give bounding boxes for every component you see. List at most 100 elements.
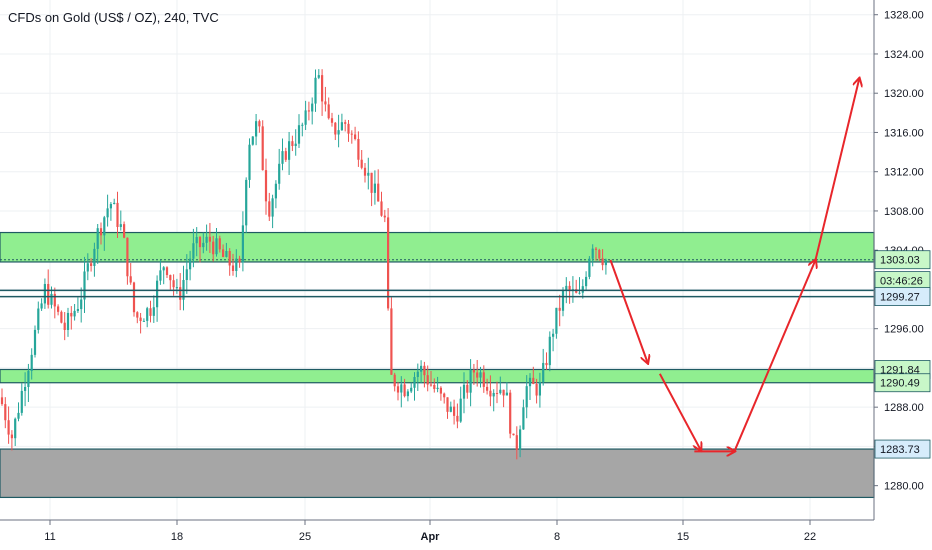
candle <box>80 287 83 323</box>
candle <box>195 227 198 257</box>
candle <box>132 281 136 317</box>
candle <box>53 287 56 319</box>
candle <box>393 372 396 392</box>
candle <box>552 328 555 352</box>
candle <box>251 136 254 146</box>
candle <box>20 383 23 416</box>
candle <box>169 274 172 290</box>
candle <box>96 224 99 264</box>
candle <box>245 177 248 233</box>
price-badges: 1303.0303:46:261299.271291.841290.491283… <box>874 250 931 459</box>
candle <box>113 198 116 205</box>
svg-text:1299.27: 1299.27 <box>880 292 920 304</box>
candle <box>469 359 472 407</box>
chart-title: CFDs on Gold (US$ / OZ), 240, TVC <box>8 10 219 25</box>
candle <box>466 380 469 399</box>
candle <box>47 269 50 309</box>
candle <box>119 210 122 231</box>
candle <box>426 365 429 392</box>
candle <box>281 138 284 171</box>
svg-text:1283.73: 1283.73 <box>880 444 920 456</box>
candle <box>604 258 607 275</box>
candle <box>258 119 261 133</box>
projection-arrow <box>814 78 860 261</box>
candles <box>0 69 607 460</box>
candle <box>225 242 228 258</box>
candle <box>370 172 373 207</box>
candle <box>522 399 525 430</box>
candle <box>311 97 314 125</box>
x-tick-label: 18 <box>171 531 183 543</box>
candle <box>301 122 304 137</box>
candle <box>271 194 274 229</box>
level-badge-1283: 1283.73 <box>874 439 931 459</box>
candle <box>142 318 145 322</box>
candle <box>241 211 244 272</box>
candle <box>380 191 383 217</box>
candle <box>462 372 466 414</box>
y-tick-label: 1312.00 <box>884 167 924 179</box>
candle <box>129 263 132 285</box>
candle <box>532 366 535 385</box>
candle <box>212 235 215 262</box>
level-badge-1299: 1299.27 <box>874 287 931 306</box>
candle <box>10 430 13 451</box>
x-tick-label: Apr <box>421 531 441 543</box>
candle <box>453 399 456 425</box>
candle <box>420 360 423 384</box>
candle <box>123 221 126 239</box>
candle <box>528 373 532 401</box>
candle <box>591 244 594 267</box>
candle <box>476 359 479 387</box>
projection-arrow <box>609 259 647 363</box>
candle <box>264 158 268 215</box>
candle <box>416 363 419 391</box>
svg-text:1303.03: 1303.03 <box>880 255 920 267</box>
candle <box>126 237 129 285</box>
candle <box>472 363 475 385</box>
candle <box>499 376 502 395</box>
candle <box>268 192 271 221</box>
candle <box>106 194 109 227</box>
y-tick-label: 1288.00 <box>884 402 924 414</box>
projection-arrow <box>733 260 815 452</box>
candle <box>486 378 489 395</box>
candle <box>489 375 492 407</box>
candle <box>146 306 149 328</box>
candle <box>0 388 4 406</box>
candle <box>261 120 264 171</box>
candle <box>159 260 162 285</box>
candle <box>208 222 211 253</box>
candle <box>66 307 70 337</box>
candle <box>255 113 258 146</box>
candle <box>390 297 393 375</box>
candle <box>314 69 317 112</box>
candle <box>581 279 584 299</box>
candle <box>443 392 446 404</box>
candle <box>429 370 433 387</box>
candle <box>515 426 518 460</box>
candle <box>502 389 505 408</box>
candle <box>449 401 452 413</box>
candle <box>27 363 30 403</box>
candle <box>83 256 86 313</box>
candle <box>284 147 287 162</box>
candle <box>99 222 103 245</box>
candle <box>192 228 195 268</box>
candle <box>235 249 238 278</box>
candle <box>598 248 601 261</box>
candle <box>103 215 106 251</box>
candle <box>93 242 96 277</box>
current-price-badge: 1303.03 <box>874 250 931 270</box>
candle <box>439 386 442 401</box>
candle <box>377 169 380 202</box>
candle <box>512 433 515 436</box>
y-tick-label: 1280.00 <box>884 481 924 493</box>
svg-text:03:46:26: 03:46:26 <box>880 276 923 288</box>
candle <box>542 348 545 386</box>
candle <box>495 381 499 404</box>
candle <box>172 274 175 296</box>
candle <box>7 406 10 444</box>
candle <box>149 300 152 323</box>
